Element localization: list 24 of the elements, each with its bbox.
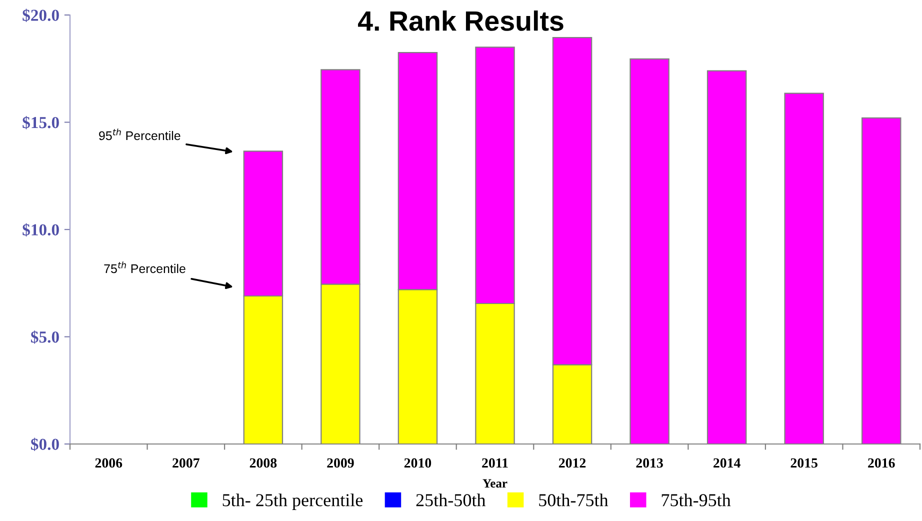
y-tick-label: $0.0: [31, 438, 59, 452]
x-tick-label: 2013: [636, 458, 663, 468]
y-tick-label: $5.0: [31, 330, 59, 344]
legend-label: 50th-75th: [539, 494, 608, 506]
x-tick-label: 2014: [714, 458, 740, 468]
x-tick-label: 2012: [558, 458, 586, 468]
x-tick-label: 2015: [790, 458, 818, 468]
x-tick-label: 2008: [250, 458, 277, 468]
x-axis-title: Year: [482, 479, 508, 488]
annotation: 95$^{th}$ Percentile: [99, 128, 180, 140]
x-tick-label: 2006: [95, 458, 122, 468]
y-tick-label: $20.0: [22, 8, 59, 22]
x-tick-label: 2007: [172, 458, 200, 468]
legend-label: 5th- 25th percentile: [222, 494, 363, 510]
legend-label: 75th-95th: [662, 494, 731, 506]
x-tick-label: 2016: [868, 458, 895, 468]
annotation: 75$^{th}$ Percentile: [104, 262, 186, 274]
x-tick-label: 2009: [327, 458, 354, 468]
y-tick-label: $15.0: [22, 116, 59, 130]
y-tick-label: $10.0: [22, 223, 59, 237]
x-tick-label: 2010: [404, 458, 432, 468]
chart-title: 4. Rank Results: [358, 10, 564, 31]
legend-label: 25th-50th: [416, 494, 486, 506]
x-tick-label: 2011: [482, 458, 508, 468]
